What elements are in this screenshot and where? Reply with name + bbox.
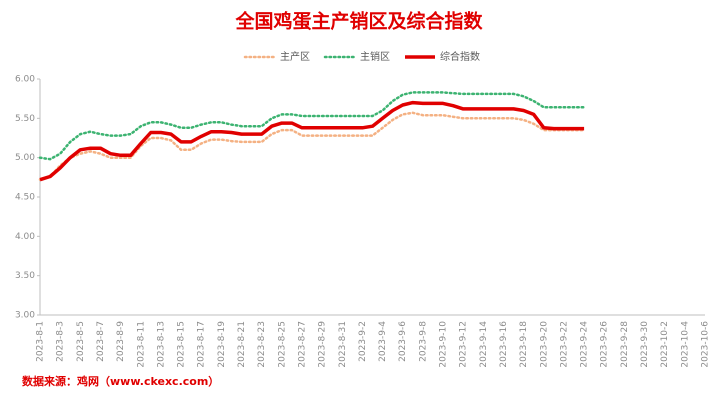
x-tick-label: 2023-9-22: [559, 321, 569, 368]
x-tick-label: 2023-8-29: [318, 321, 328, 368]
x-tick-label: 2023-9-28: [620, 321, 630, 368]
x-tick-label: 2023-10-2: [660, 321, 670, 368]
x-tick-label: 2023-8-21: [237, 321, 247, 368]
y-tick-label: 3.00: [15, 311, 35, 321]
x-tick-label: 2023-8-13: [156, 321, 166, 368]
x-tick-label: 2023-8-17: [197, 321, 207, 368]
x-tick-label: 2023-9-6: [398, 321, 408, 362]
legend-label: 主销区: [360, 50, 390, 63]
x-tick-label: 2023-9-14: [479, 321, 489, 368]
y-tick-label: 5.00: [15, 153, 35, 163]
source-note: 数据来源：鸡网（www.ckexc.com）: [22, 374, 219, 388]
y-tick-label: 6.00: [15, 75, 35, 85]
series-line: [38, 91, 586, 161]
x-tick-label: 2023-8-27: [297, 321, 307, 368]
y-tick-label: 5.50: [15, 114, 35, 124]
legend-label: 综合指数: [440, 50, 480, 63]
x-tick-label: 2023-10-4: [680, 321, 690, 368]
x-tick-label: 2023-9-12: [459, 321, 469, 368]
x-tick-label: 2023-9-4: [378, 321, 388, 362]
x-tick-label: 2023-8-31: [338, 321, 348, 368]
x-tick-label: 2023-8-9: [116, 321, 126, 362]
x-tick-label: 2023-8-3: [56, 321, 66, 362]
x-tick-label: 2023-9-30: [640, 321, 650, 368]
x-tick-label: 2023-9-24: [580, 321, 590, 368]
x-tick-label: 2023-8-5: [76, 321, 86, 362]
x-tick-label: 2023-9-20: [539, 321, 549, 368]
x-tick-label: 2023-8-19: [217, 321, 227, 368]
x-tick-label: 2023-9-2: [358, 321, 368, 362]
y-tick-label: 4.50: [15, 193, 35, 203]
x-tick-label: 2023-8-7: [96, 321, 106, 362]
x-tick-label: 2023-10-6: [701, 321, 711, 368]
x-tick-label: 2023-9-16: [499, 321, 509, 368]
x-tick-label: 2023-8-11: [136, 321, 146, 368]
series-line: [39, 100, 585, 182]
y-tick-label: 3.50: [15, 271, 35, 281]
x-tick-label: 2023-8-1: [36, 321, 46, 362]
legend-label: 主产区: [280, 50, 310, 63]
x-tick-label: 2023-8-15: [177, 321, 187, 368]
chart-title: 全国鸡蛋主产销区及综合指数: [234, 10, 483, 33]
series-line: [38, 111, 586, 181]
x-tick-label: 2023-8-23: [257, 321, 267, 368]
x-tick-label: 2023-9-8: [418, 321, 428, 362]
y-tick-label: 4.00: [15, 232, 35, 242]
x-tick-label: 2023-9-26: [600, 321, 610, 368]
x-tick-label: 2023-8-25: [277, 321, 287, 368]
x-tick-label: 2023-9-18: [519, 321, 529, 368]
x-tick-label: 2023-9-10: [439, 321, 449, 368]
